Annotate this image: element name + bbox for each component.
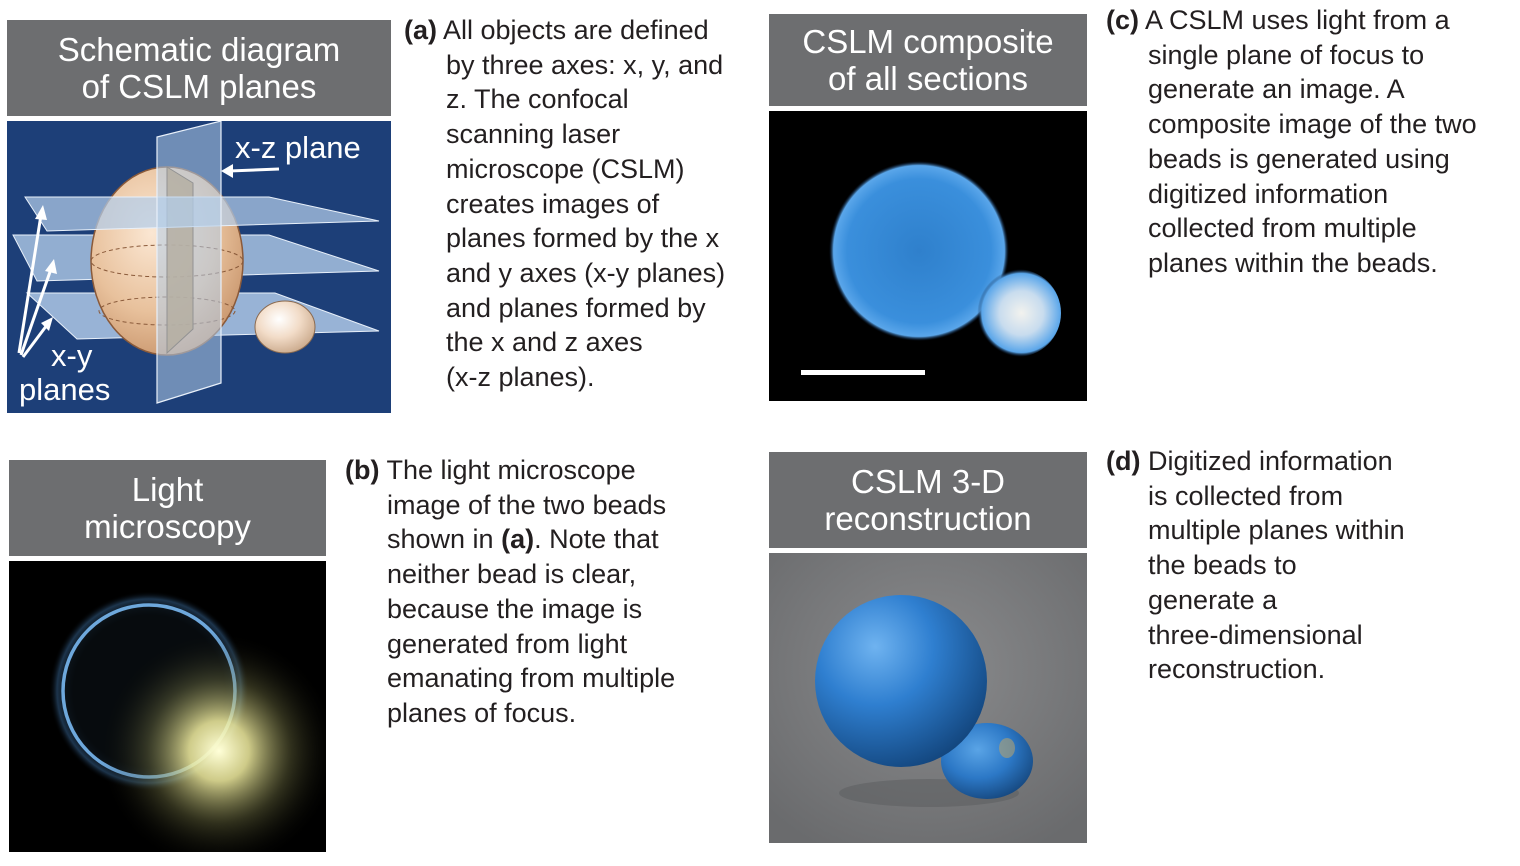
caption-c-line: A CSLM uses light from a: [1145, 5, 1450, 35]
panel-c-header: CSLM composite of all sections: [769, 14, 1087, 106]
panel-a-caption: (a) All objects are defined by three axe…: [404, 13, 725, 395]
caption-d-line: the beads to: [1148, 550, 1297, 581]
panel-d-tag: (d): [1106, 446, 1141, 476]
xz-plane-label: x-z plane: [235, 130, 361, 165]
panel-d-header-line-1: CSLM 3-D: [850, 463, 1006, 500]
panel-b-header-line-1: Light: [131, 471, 204, 508]
caption-b-line: because the image is: [387, 593, 643, 624]
xy-planes-label-line-2: planes: [19, 372, 110, 407]
panel-b-header-line-2: microscopy: [84, 508, 251, 545]
caption-b-line: planes of focus.: [387, 697, 577, 728]
caption-a-line: the x and z axes: [446, 327, 643, 358]
caption-a-line: and planes formed by: [446, 292, 706, 323]
caption-b-line: generated from light: [387, 628, 628, 659]
caption-a-line: microscope (CSLM): [446, 153, 685, 184]
panel-b-header: Light microscopy: [9, 460, 326, 556]
panel-d-header-line-2: reconstruction: [824, 500, 1032, 537]
panel-a-tag: (a): [404, 15, 437, 45]
caption-d-line: three-dimensional: [1148, 619, 1363, 650]
caption-c-line: composite image of the two: [1148, 109, 1477, 140]
caption-c-line: generate an image. A: [1148, 74, 1405, 105]
caption-b-line: The light microscope: [386, 455, 636, 485]
caption-b-line: image of the two beads: [387, 489, 667, 520]
caption-b-line: shown in (a). Note that: [345, 522, 675, 557]
cslm-3d-reconstruction-image: [769, 553, 1087, 843]
caption-b-text: shown in: [387, 524, 502, 555]
caption-c-line: beads is generated using: [1148, 143, 1450, 174]
caption-b-text: . Note that: [534, 524, 659, 555]
panel-d-caption: (d) Digitized information is collected f…: [1106, 444, 1405, 687]
caption-c-line: collected from multiple: [1148, 213, 1417, 244]
caption-b-ref: (a): [501, 524, 535, 555]
panel-a-header-line-2: of CSLM planes: [81, 68, 317, 105]
scale-bar: [801, 370, 925, 375]
panel-a-header: Schematic diagram of CSLM planes: [7, 20, 391, 116]
caption-d-line: reconstruction.: [1148, 654, 1326, 685]
caption-a-line: All objects are defined: [443, 15, 709, 45]
light-microscopy-image: [9, 561, 326, 852]
panel-d-header: CSLM 3-D reconstruction: [769, 452, 1087, 548]
panel-c-caption: (c) A CSLM uses light from a single plan…: [1106, 3, 1477, 281]
caption-d-line: is collected from: [1148, 480, 1344, 511]
caption-c-line: digitized information: [1148, 178, 1389, 209]
caption-d-line: generate a: [1148, 584, 1278, 615]
schematic-diagram: x-z plane x-y planes: [7, 121, 391, 413]
caption-a-line: scanning laser: [446, 119, 621, 150]
xy-planes-label-line-1: x-y: [51, 338, 93, 373]
caption-a-line: and y axes (x-y planes): [446, 257, 726, 288]
panel-a-header-line-1: Schematic diagram: [57, 31, 341, 68]
caption-b-line: emanating from multiple: [387, 663, 676, 694]
caption-a-line: by three axes: x, y, and: [446, 49, 724, 80]
caption-a-line: planes formed by the x: [446, 223, 720, 254]
caption-a-line: z. The confocal: [446, 84, 629, 115]
caption-b-line: neither bead is clear,: [387, 559, 637, 590]
caption-c-line: single plane of focus to: [1148, 39, 1425, 70]
caption-c-line: planes within the beads.: [1148, 247, 1438, 278]
caption-d-line: multiple planes within: [1148, 515, 1405, 546]
caption-a-line: (x-z planes).: [446, 362, 595, 393]
panel-b-caption: (b) The light microscope image of the tw…: [345, 453, 675, 731]
panel-c-header-line-1: CSLM composite: [802, 23, 1054, 60]
caption-a-line: creates images of: [446, 188, 660, 219]
panel-c-tag: (c): [1106, 5, 1139, 35]
panel-b-tag: (b): [345, 455, 380, 485]
caption-d-line: Digitized information: [1148, 446, 1393, 476]
panel-c-header-line-2: of all sections: [828, 60, 1028, 97]
cslm-composite-image: [769, 111, 1087, 401]
